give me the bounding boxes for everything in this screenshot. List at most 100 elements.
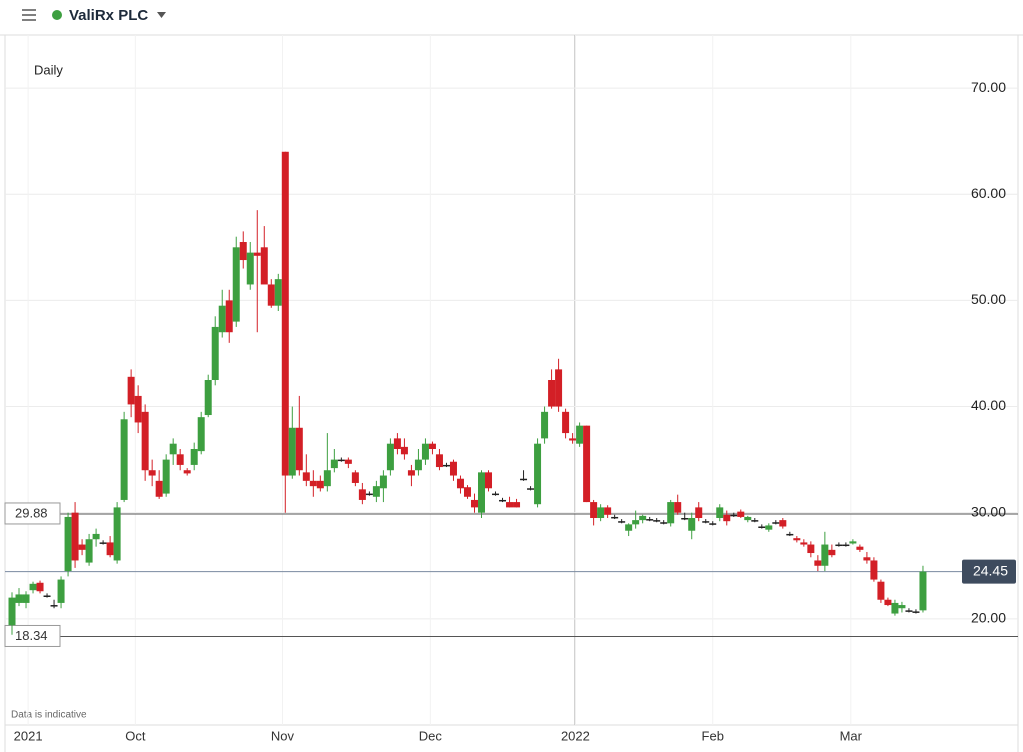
candle-body [99,542,107,544]
candle [78,539,86,556]
x-tick-label: 2022 [561,728,590,743]
candle [57,576,65,609]
candle [849,539,857,545]
instrument-title[interactable]: ValiRx PLC [69,7,148,24]
candle-body [183,470,191,474]
candle-body [8,597,16,626]
candle [856,544,864,552]
candle-body [372,486,380,497]
candle [520,470,528,481]
candle-body [709,523,717,525]
candle-body [625,524,633,531]
candle [870,557,878,582]
candle [344,457,352,469]
candle-body [814,560,822,566]
candle [737,509,745,518]
candle-body [478,472,485,513]
candle [351,470,359,487]
candle-body [660,522,668,524]
candle-body [723,514,731,522]
candle-body [604,507,612,515]
candle [386,438,394,476]
candle [225,289,233,343]
candle [625,523,633,537]
candle-body [597,507,605,518]
candle [316,475,324,492]
candle-body [134,395,142,423]
candle-body [330,459,338,469]
candle [463,485,471,499]
candle [541,406,549,444]
candle-body [821,544,829,566]
candle-body [758,526,766,528]
candle-body [274,279,282,306]
candle [485,470,493,492]
candle-body [835,544,843,547]
candle-body [190,449,198,465]
y-tick-label: 70.00 [971,79,1006,95]
candle [36,580,44,594]
candle-body [702,521,710,523]
candle-body [442,464,450,467]
candle-body [218,305,226,333]
candle [506,496,514,508]
candle-body [141,411,149,471]
candle [162,454,170,497]
candle [330,449,338,473]
candle-body [57,579,65,603]
price-lines: 29.88 18.34 24.45 [4,502,1018,647]
candle-body [358,489,366,500]
candle [274,273,282,311]
candle [92,528,100,547]
candle [751,518,759,523]
candle-body [562,411,570,434]
candle [807,541,815,558]
candle-body [863,557,871,561]
candle-body [351,472,359,483]
candle-body [828,549,836,556]
candle [113,502,121,564]
candle [260,226,268,285]
candle-body [36,582,44,592]
candle-body [225,300,233,333]
candle [765,523,773,532]
candle [912,609,920,614]
dropdown-caret[interactable] [157,12,166,18]
candle [211,316,219,386]
candle-body [162,459,170,494]
candle-body [281,151,289,476]
candle [365,491,373,496]
candle-body [520,478,528,481]
candle-body [302,472,310,481]
candle [842,542,850,547]
candle-body [260,247,268,285]
candle [134,385,142,434]
candle [527,486,535,491]
price-line-label: 18.34 [15,628,48,643]
candle-body [555,369,563,407]
candle-body [870,560,878,580]
menu-button[interactable] [22,9,36,21]
candle-body [15,594,23,603]
candle-body [337,459,345,462]
candle [688,512,696,540]
candle [295,395,303,476]
labels: 20.00 30.00 40.00 50.00 60.00 70.00 2021 Oct Nov… [14,79,1007,744]
footnote: Data is indicative [11,710,87,721]
candle [716,504,724,522]
candle [877,579,885,603]
candle-body [730,514,738,517]
candle [50,599,58,609]
candle-body [534,443,542,505]
candle-body [463,487,471,497]
candle-body [898,605,906,609]
candle-body [618,521,626,523]
candle [786,531,794,537]
y-tick-label: 30.00 [971,503,1006,519]
candle-body [176,454,184,465]
candle [421,438,429,465]
candle-body [646,519,654,521]
candle-body [155,480,163,497]
candle-body [548,380,556,407]
